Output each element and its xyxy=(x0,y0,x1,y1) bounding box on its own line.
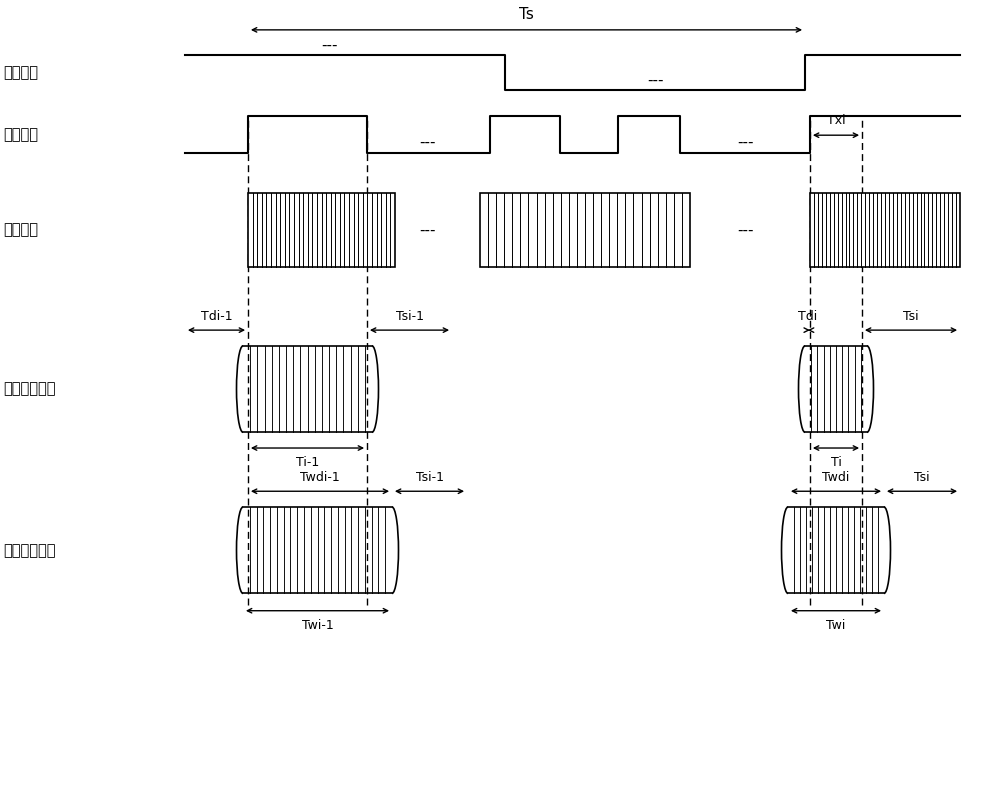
Text: ---: --- xyxy=(420,134,436,149)
Text: ---: --- xyxy=(322,38,338,53)
Text: Tdi: Tdi xyxy=(798,310,817,323)
Text: Tsi: Tsi xyxy=(903,310,919,323)
Text: Ts: Ts xyxy=(519,7,534,22)
Text: Twi-1: Twi-1 xyxy=(302,619,333,632)
Text: Tsi: Tsi xyxy=(914,471,930,484)
Text: Twdi-1: Twdi-1 xyxy=(300,471,340,484)
Text: ---: --- xyxy=(420,222,436,237)
Text: Twi: Twi xyxy=(826,619,846,632)
Text: 局部脉冲计数: 局部脉冲计数 xyxy=(3,381,56,397)
Text: 高频脉冲: 高频脉冲 xyxy=(3,222,38,237)
Text: 完整脉冲计数: 完整脉冲计数 xyxy=(3,542,56,558)
Text: ---: --- xyxy=(737,134,753,149)
Text: Tdi-1: Tdi-1 xyxy=(201,310,232,323)
Text: ---: --- xyxy=(647,73,663,88)
Text: 被测信号: 被测信号 xyxy=(3,127,38,142)
Text: Twdi: Twdi xyxy=(822,471,850,484)
Text: 采样闸门: 采样闸门 xyxy=(3,65,38,80)
Bar xyxy=(810,193,960,267)
Text: Tsi-1: Tsi-1 xyxy=(416,471,444,484)
Text: Ti: Ti xyxy=(831,456,841,469)
Text: ---: --- xyxy=(737,222,753,237)
Text: Txi: Txi xyxy=(827,114,845,127)
Bar xyxy=(248,193,395,267)
Text: Ti-1: Ti-1 xyxy=(296,456,319,469)
Text: Tsi-1: Tsi-1 xyxy=(396,310,424,323)
Bar xyxy=(480,193,690,267)
